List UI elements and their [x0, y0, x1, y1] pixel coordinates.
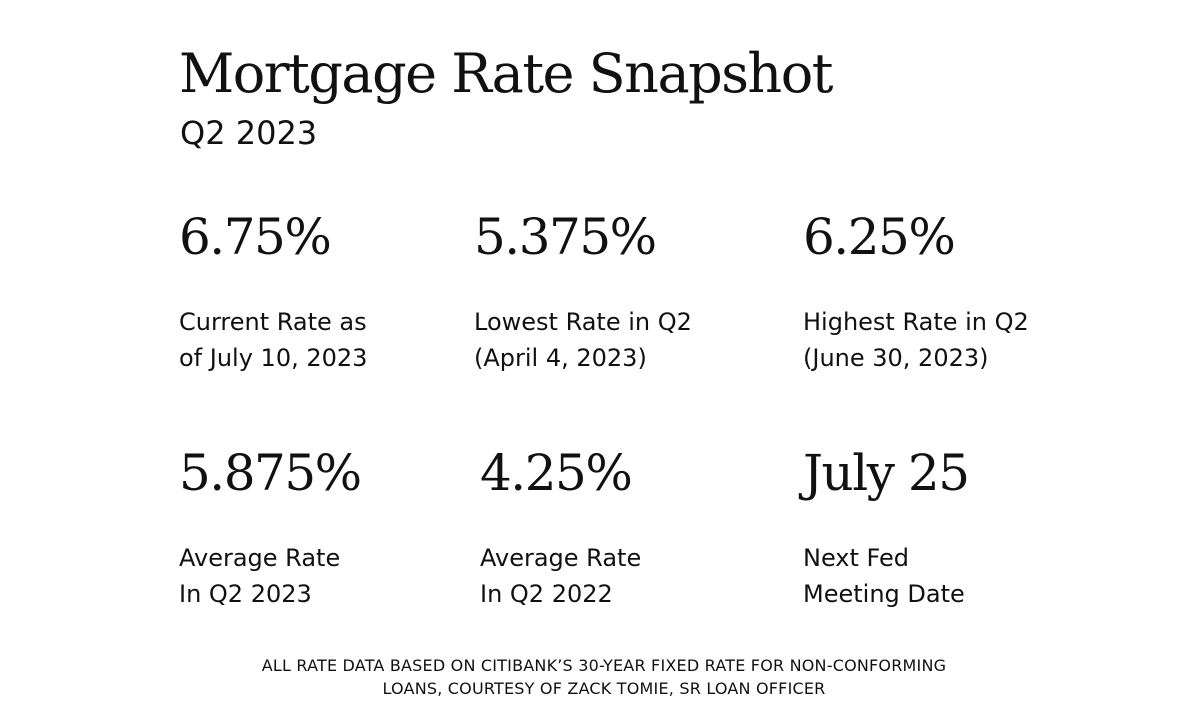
stat-value: 6.25% — [803, 208, 956, 266]
stat-label-line: Next Fed — [803, 544, 910, 572]
footnote-line: ALL RATE DATA BASED ON CITIBANK’S 30-YEA… — [261, 656, 947, 675]
stat-label-line: In Q2 2023 — [179, 580, 312, 608]
stat-label-line: Average Rate — [480, 544, 642, 572]
stat-label: Highest Rate in Q2 (June 30, 2023) — [803, 304, 1029, 376]
stat-label-line: Average Rate — [179, 544, 341, 572]
stat-average-rate-2022: 4.25% Average Rate In Q2 2022 — [480, 443, 641, 612]
stat-next-fed-meeting: July 25 Next Fed Meeting Date — [803, 443, 970, 612]
stat-value: 4.25% — [480, 444, 633, 502]
stat-value: July 25 — [803, 444, 970, 502]
stat-label: Next Fed Meeting Date — [803, 540, 969, 612]
stat-label-line: Highest Rate in Q2 — [803, 308, 1029, 336]
stat-label: Lowest Rate in Q2 (April 4, 2023) — [474, 304, 692, 376]
stat-label-line: (April 4, 2023) — [474, 344, 647, 372]
stat-label-line: of July 10, 2023 — [179, 344, 368, 372]
stat-label-line: In Q2 2022 — [480, 580, 613, 608]
stat-value: 5.875% — [179, 444, 362, 502]
page-title: Mortgage Rate Snapshot — [179, 42, 833, 105]
stat-value: 5.375% — [474, 208, 657, 266]
stat-label: Average Rate In Q2 2022 — [480, 540, 641, 612]
stat-label-line: Meeting Date — [803, 580, 965, 608]
footnote-line: LOANS, COURTESY OF ZACK TOMIE, SR LOAN O… — [382, 679, 826, 698]
stat-highest-rate: 6.25% Highest Rate in Q2 (June 30, 2023) — [803, 207, 1029, 376]
footnote: ALL RATE DATA BASED ON CITIBANK’S 30-YEA… — [0, 654, 1200, 700]
stat-label-line: Current Rate as — [179, 308, 367, 336]
stat-average-rate-2023: 5.875% Average Rate In Q2 2023 — [179, 443, 362, 612]
stat-label-line: (June 30, 2023) — [803, 344, 989, 372]
stat-value: 6.75% — [179, 208, 332, 266]
stat-current-rate: 6.75% Current Rate as of July 10, 2023 — [179, 207, 367, 376]
page-subtitle: Q2 2023 — [180, 114, 318, 152]
stat-label: Average Rate In Q2 2023 — [179, 540, 361, 612]
stat-label-line: Lowest Rate in Q2 — [474, 308, 692, 336]
stat-lowest-rate: 5.375% Lowest Rate in Q2 (April 4, 2023) — [474, 207, 692, 376]
stat-label: Current Rate as of July 10, 2023 — [179, 304, 367, 376]
